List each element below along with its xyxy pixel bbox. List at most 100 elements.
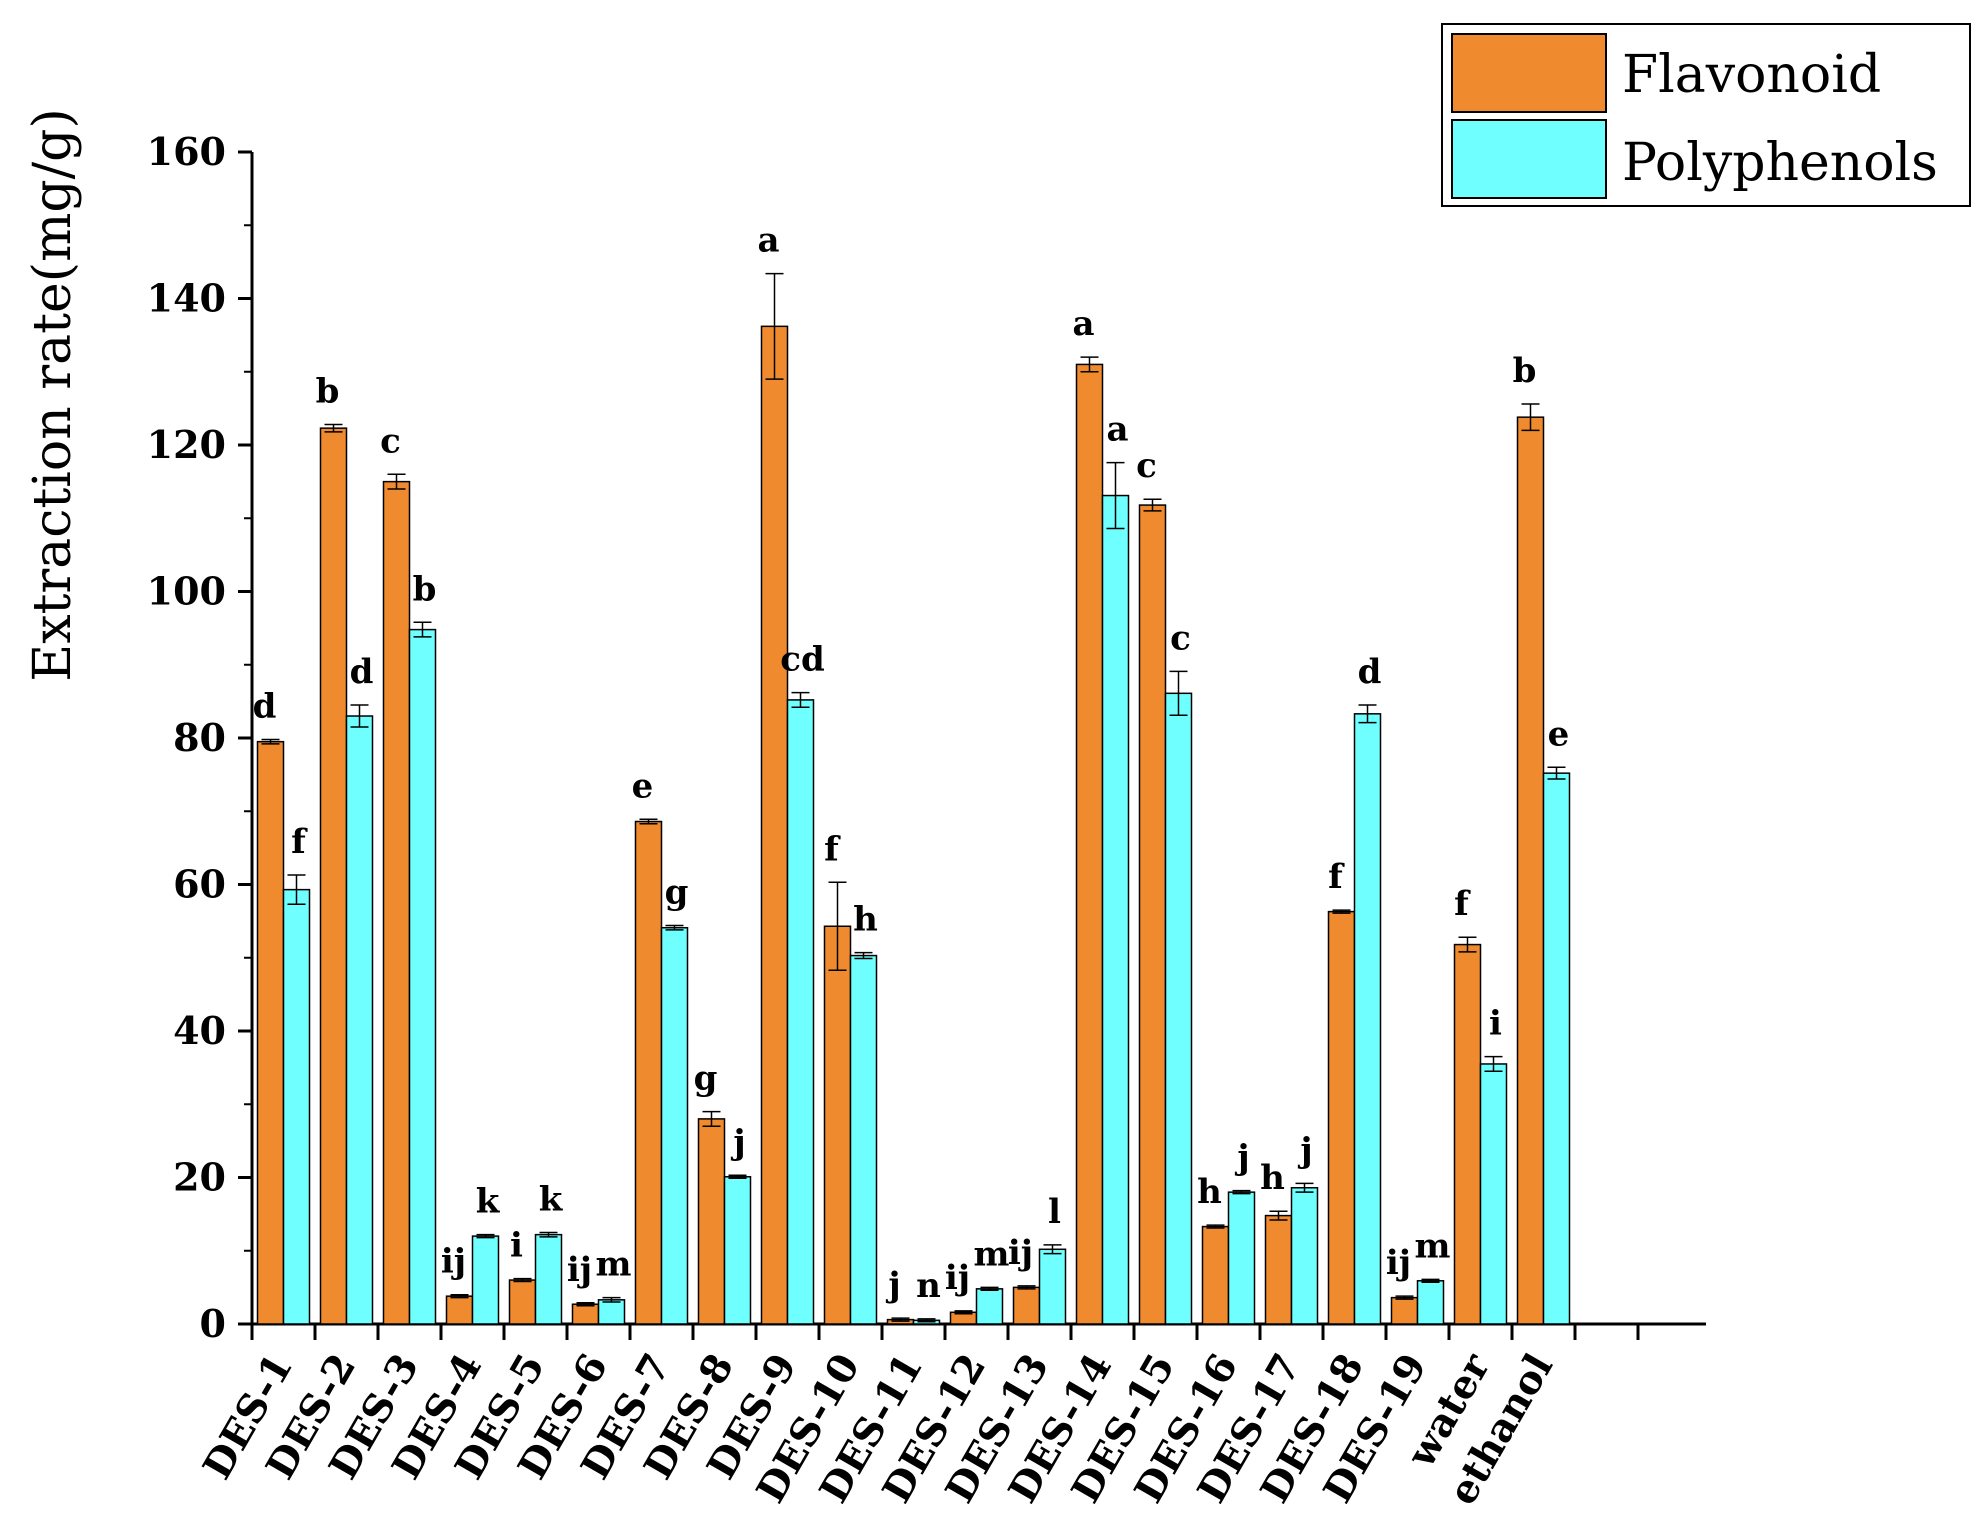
legend-swatch-polyphenols [1451, 119, 1607, 199]
bar-polyphenols-DES-19 [1416, 1280, 1445, 1325]
y-ticks: 0 20 40 60 80 100 120 140 160 [147, 129, 252, 1346]
bar-polyphenols-DES-7 [660, 926, 689, 1325]
significance-label: b [1513, 351, 1537, 391]
significance-label: f [824, 829, 841, 869]
y-tick-label: 60 [173, 862, 226, 907]
significance-label: i [510, 1226, 523, 1266]
y-axis: 0 20 40 60 80 100 120 140 160 [147, 129, 254, 1346]
bar-flavonoid-DES-18 [1327, 910, 1356, 1325]
legend-label-polyphenols: Polyphenols [1622, 133, 1938, 193]
bar-flavonoid-DES-8 [697, 1118, 726, 1325]
significance-label: ij [441, 1242, 466, 1282]
significance-label: a [1106, 410, 1128, 450]
significance-label: f [1454, 884, 1471, 924]
significance-label: d [253, 686, 277, 726]
bars [256, 272, 1571, 1325]
significance-label: ij [1008, 1233, 1033, 1273]
bar-flavonoid-DES-19 [1390, 1296, 1419, 1325]
significance-label: m [596, 1245, 632, 1285]
bar-polyphenols-DES-6 [597, 1299, 626, 1325]
x-axis [250, 1322, 1706, 1340]
bar-polyphenols-DES-1 [282, 888, 311, 1325]
significance-label: g [665, 873, 689, 913]
y-tick-label: 100 [147, 569, 226, 614]
bar-flavonoid-DES-5 [508, 1279, 537, 1325]
bar-flavonoid-DES-4 [445, 1295, 474, 1325]
bar-polyphenols-DES-9 [786, 699, 815, 1325]
bar-polyphenols-water [1479, 1063, 1508, 1325]
significance-label: g [694, 1059, 718, 1099]
significance-label: b [316, 371, 340, 411]
bar-polyphenols-DES-4 [471, 1235, 500, 1325]
bar-flavonoid-water [1453, 943, 1482, 1325]
bar-flavonoid-DES-10 [823, 925, 852, 1325]
legend-label-flavonoid: Flavonoid [1622, 45, 1881, 105]
bar-polyphenols-DES-18 [1353, 713, 1382, 1325]
bar-polyphenols-DES-3 [408, 628, 437, 1325]
bar-flavonoid-DES-15 [1138, 504, 1167, 1325]
bar-polyphenols-DES-17 [1290, 1187, 1319, 1325]
significance-label: j [1297, 1130, 1312, 1170]
significance-label: j [1234, 1138, 1249, 1178]
significance-label: f [1328, 857, 1345, 897]
significance-label: d [1358, 652, 1382, 692]
significance-label: k [476, 1182, 501, 1222]
significance-label: e [1548, 714, 1570, 754]
legend: Flavonoid Polyphenols [1441, 23, 1971, 207]
y-tick-label: 80 [173, 715, 226, 760]
significance-label: h [1197, 1172, 1222, 1212]
category-labels: DES-1DES-2DES-3DES-4DES-5DES-6DES-7DES-8… [194, 1346, 1562, 1513]
significance-label: j [730, 1122, 745, 1162]
bar-polyphenols-DES-8 [723, 1176, 752, 1325]
significance-label: h [1260, 1158, 1285, 1198]
bar-polyphenols-DES-14 [1101, 494, 1130, 1325]
significance-label: ij [567, 1250, 592, 1290]
significance-label: h [853, 900, 878, 940]
bar-flavonoid-DES-16 [1201, 1225, 1230, 1325]
significance-label: c [1170, 618, 1191, 658]
bar-flavonoid-DES-7 [634, 820, 663, 1325]
significance-label: i [1489, 1004, 1502, 1044]
significance-label: c [380, 421, 401, 461]
bar-polyphenols-DES-2 [345, 715, 374, 1325]
y-axis-label: Extraction rate(mg/g) [23, 108, 83, 682]
significance-label: ij [945, 1258, 970, 1298]
bar-flavonoid-DES-6 [571, 1303, 600, 1325]
bar-polyphenols-DES-16 [1227, 1191, 1256, 1325]
bar-polyphenols-DES-15 [1164, 692, 1193, 1325]
y-tick-label: 0 [200, 1301, 226, 1346]
y-tick-label: 20 [173, 1155, 226, 1200]
bar-flavonoid-DES-14 [1075, 363, 1104, 1325]
significance-label: f [291, 822, 308, 862]
bar-flavonoid-DES-17 [1264, 1214, 1293, 1325]
significance-label: j [885, 1265, 900, 1305]
bar-polyphenols-ethanol [1542, 772, 1571, 1325]
bar-polyphenols-DES-10 [849, 954, 878, 1325]
significance-label: k [539, 1179, 564, 1219]
significance-label: e [632, 766, 654, 806]
y-tick-label: 40 [173, 1008, 226, 1053]
bar-polyphenols-DES-12 [975, 1288, 1004, 1325]
bar-polyphenols-DES-13 [1038, 1248, 1067, 1325]
legend-swatch-flavonoid [1451, 33, 1607, 113]
bar-flavonoid-DES-1 [256, 740, 285, 1325]
bar-polyphenols-DES-5 [534, 1233, 563, 1325]
significance-label: cd [780, 640, 824, 680]
x-ticks [250, 1324, 1640, 1340]
significance-label: b [413, 569, 437, 609]
significance-label: c [1136, 446, 1157, 486]
bar-flavonoid-DES-3 [382, 480, 411, 1325]
bar-flavonoid-DES-13 [1012, 1286, 1041, 1325]
y-tick-label: 160 [147, 129, 226, 174]
significance-label: m [974, 1234, 1010, 1274]
significance-label: m [1415, 1226, 1451, 1266]
significance-label: a [757, 221, 779, 261]
bar-flavonoid-DES-2 [319, 427, 348, 1325]
significance-label: ij [1386, 1243, 1411, 1283]
significance-label: d [350, 652, 374, 692]
bar-flavonoid-DES-9 [760, 325, 789, 1325]
significance-label: n [916, 1266, 941, 1306]
bar-flavonoid-ethanol [1516, 416, 1545, 1325]
y-tick-label: 120 [147, 422, 226, 467]
